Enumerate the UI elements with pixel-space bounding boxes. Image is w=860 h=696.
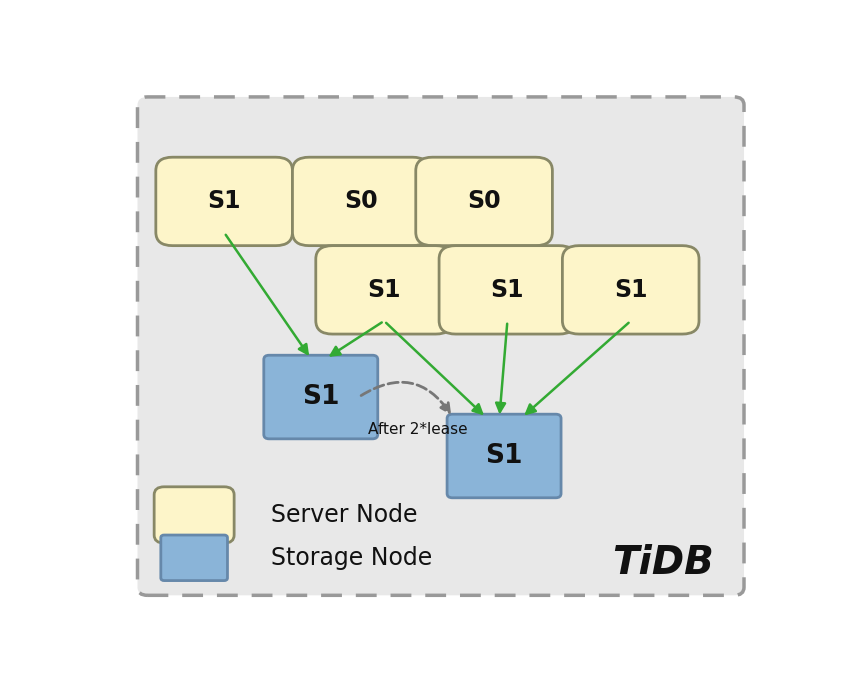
FancyBboxPatch shape — [439, 246, 575, 334]
Text: After 2*lease: After 2*lease — [367, 422, 467, 436]
FancyBboxPatch shape — [156, 157, 292, 246]
Text: S1: S1 — [485, 443, 523, 469]
FancyBboxPatch shape — [316, 246, 452, 334]
Text: TiDB: TiDB — [612, 544, 714, 582]
FancyBboxPatch shape — [447, 414, 561, 498]
Text: S1: S1 — [207, 189, 241, 214]
FancyBboxPatch shape — [264, 355, 378, 439]
Text: S1: S1 — [614, 278, 648, 302]
FancyBboxPatch shape — [292, 157, 429, 246]
Text: S0: S0 — [344, 189, 378, 214]
Text: S0: S0 — [467, 189, 501, 214]
FancyBboxPatch shape — [161, 535, 227, 580]
Text: Server Node: Server Node — [271, 503, 417, 527]
Text: S1: S1 — [491, 278, 524, 302]
Text: Storage Node: Storage Node — [271, 546, 432, 570]
FancyBboxPatch shape — [138, 97, 744, 595]
FancyBboxPatch shape — [562, 246, 699, 334]
FancyBboxPatch shape — [415, 157, 552, 246]
Text: S1: S1 — [367, 278, 401, 302]
Text: S1: S1 — [302, 384, 340, 410]
FancyBboxPatch shape — [154, 487, 234, 543]
